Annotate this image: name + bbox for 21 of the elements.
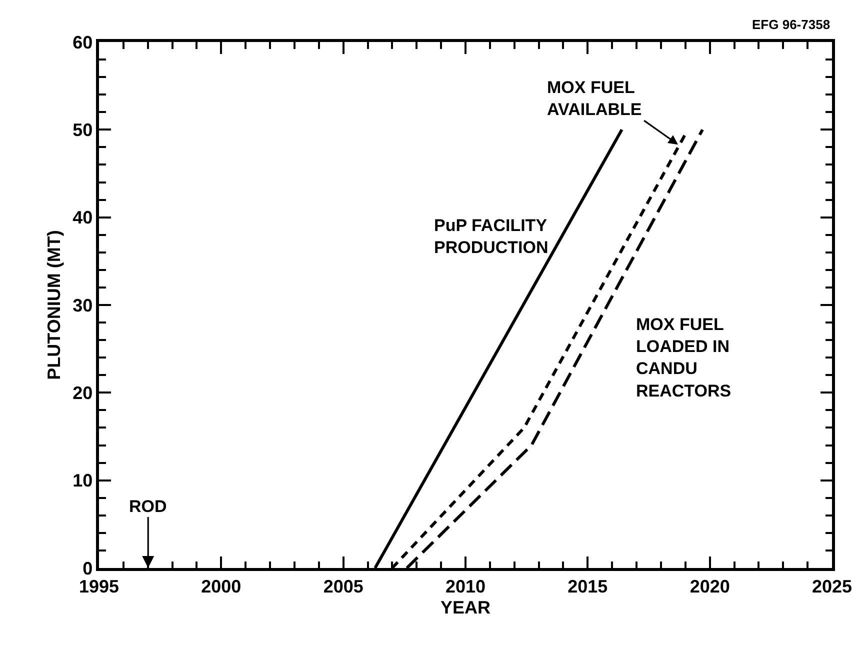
y-tick-label: 50 [72, 120, 93, 140]
y-tick-label: 60 [72, 32, 93, 52]
x-tick-label: 2015 [568, 576, 608, 596]
y-tick-label: 0 [82, 558, 93, 578]
x-axis-title: YEAR [440, 597, 491, 618]
y-tick-label: 40 [72, 208, 93, 228]
x-tick-label: 2020 [690, 576, 730, 596]
y-tick-label: 20 [72, 382, 93, 403]
text: MOX FUEL AVAILABLE [547, 78, 642, 120]
annotation: ROD [129, 497, 167, 516]
x-tick-label: 2005 [323, 576, 364, 596]
x-tick-label: 2000 [201, 576, 242, 596]
y-axis-title: PLUTONIUM (MT) [44, 230, 64, 380]
y-tick-label: 10 [72, 470, 93, 491]
x-tick-label: 1995 [78, 576, 120, 596]
x-tick-label: 2010 [445, 576, 486, 596]
series-label: PuP FACILITY PRODUCTION [434, 216, 548, 258]
series-label: MOX FUEL LOADED IN CANDU REACTORS [636, 315, 732, 400]
text: EFG 96-7358 [752, 17, 830, 32]
y-tick-label: 30 [72, 295, 93, 316]
x-tick-label: 2025 [812, 576, 852, 596]
